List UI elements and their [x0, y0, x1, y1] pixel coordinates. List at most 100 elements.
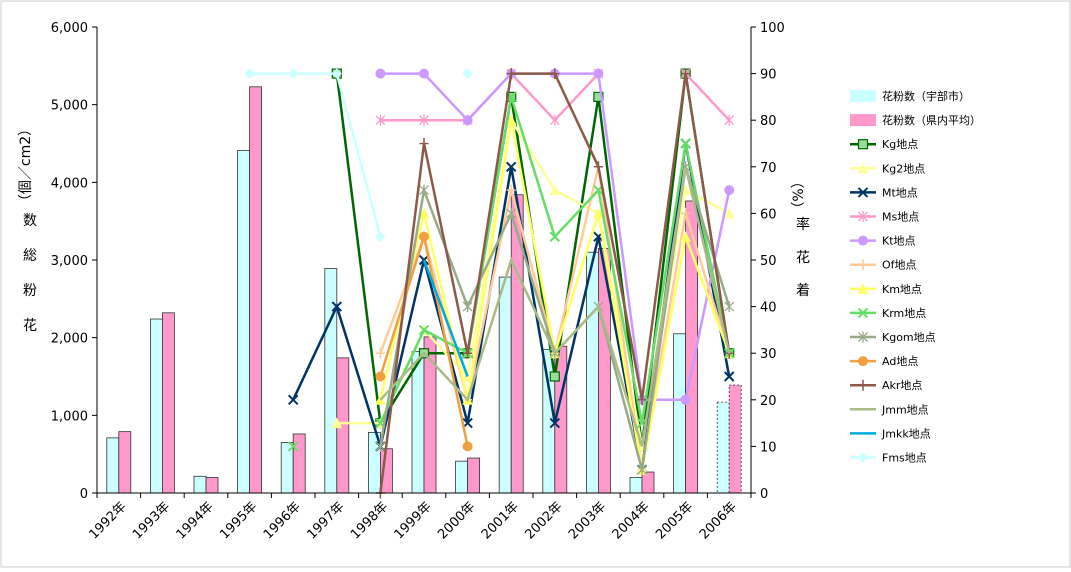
point-7-13: [680, 138, 691, 149]
y-left-title-char-1: 粉: [23, 283, 37, 299]
bar-ube-9: [498, 276, 512, 494]
point-7-10: [549, 231, 561, 242]
y-left-tick-label-1: 1,000: [51, 409, 88, 424]
legend-label-line-1: Kg2地点: [882, 162, 925, 175]
point-8-6: [375, 440, 386, 452]
legend-marker-6: [857, 283, 869, 294]
point-3-14: [724, 114, 735, 126]
bar-pref-avg-3: [249, 86, 263, 494]
point-3-7: [419, 114, 429, 126]
y-right-title-unit: （%）: [791, 174, 807, 215]
point-13-8: [462, 68, 473, 79]
bar-ube-12: [629, 477, 643, 494]
y-right-tick-label-1: 10: [760, 440, 777, 455]
point-1-5: [331, 417, 343, 429]
y-right-tick-label-8: 80: [760, 114, 777, 129]
legend-label-line-12: Jmkk地点: [881, 427, 931, 440]
legend-label-line-6: Km地点: [882, 283, 922, 296]
legend-marker-1: [857, 162, 869, 174]
point-4-13: [680, 394, 691, 405]
y-left-tick-label-6: 6,000: [51, 21, 88, 36]
point-8-12: [637, 464, 647, 476]
legend-marker-5: [858, 259, 868, 271]
point-9-6: [375, 371, 386, 382]
legend-marker-4: [858, 235, 868, 246]
legend-label-line-13: Fms地点: [882, 452, 927, 465]
legend-swatch-bar-0: [850, 90, 876, 102]
point-7-4: [287, 441, 299, 452]
legend-label-line-10: Akr地点: [882, 379, 922, 392]
point-13-4: [287, 68, 299, 79]
point-4-14: [724, 185, 735, 196]
point-4-6: [375, 68, 386, 79]
point-4-11: [593, 68, 604, 79]
line-series-13: [244, 68, 473, 242]
line-series-11: [379, 166, 731, 447]
y-left-tick-label-4: 4,000: [51, 176, 88, 191]
point-6-9: [505, 114, 517, 126]
y-right-title-char-0: 着: [796, 283, 810, 299]
bar-ube-11: [586, 251, 599, 494]
bar-ube-8: [455, 460, 469, 494]
point-10-13: [681, 68, 691, 80]
point-5-9: [506, 184, 516, 196]
legend-label-bar-0: 花粉数（宇部市）: [882, 89, 970, 103]
legend-marker-8: [858, 331, 868, 343]
point-10-10: [550, 68, 560, 80]
bar-ube-5: [324, 268, 338, 494]
bar-ube-4: [280, 442, 294, 494]
point-8-8: [462, 301, 473, 313]
line-path-3-1: [684, 72, 731, 122]
point-13-3: [244, 68, 255, 79]
point-3-10: [549, 114, 560, 126]
point-5-6: [375, 347, 385, 359]
bar-ube-0: [106, 437, 120, 494]
y-left-tick-label-2: 2,000: [51, 332, 88, 347]
point-2-5: [331, 301, 343, 312]
legend-label-line-2: Mt地点: [882, 186, 918, 199]
point-10-12: [637, 394, 647, 406]
point-5-13: [681, 207, 691, 219]
point-8-9: [506, 207, 517, 219]
point-3-6: [375, 114, 386, 126]
point-10-7: [419, 138, 429, 149]
legend-marker-13: [857, 452, 869, 463]
legend-marker-2: [857, 187, 869, 198]
y-left-tick-label-3: 3,000: [51, 254, 88, 269]
y-left-title-char-2: 総: [23, 248, 37, 264]
point-0-11: [593, 91, 604, 103]
bar-pref-avg-2: [205, 477, 219, 494]
legend-swatch-bar-1: [850, 114, 876, 127]
legend-label-line-5: Of地点: [882, 259, 917, 272]
point-1-10: [549, 184, 561, 196]
bar-pref-avg-4: [292, 433, 306, 494]
y-right-tick-label-0: 0: [760, 487, 768, 502]
line-series-12: [422, 259, 469, 377]
bar-ube-14: [716, 401, 730, 494]
y-right-title-char-1: 花: [796, 250, 810, 266]
legend-marker-0: [857, 139, 869, 150]
y-right-tick-label-6: 60: [760, 207, 777, 222]
point-2-4: [287, 394, 299, 406]
point-2-10: [549, 417, 561, 429]
point-6-11: [593, 207, 604, 219]
y-right-tick-label-3: 30: [760, 347, 777, 362]
point-7-7: [418, 324, 430, 336]
line-path-13-0: [249, 72, 382, 238]
y-left-tick-label-5: 5,000: [51, 99, 88, 114]
legend-label-line-11: Jmm地点: [881, 403, 929, 416]
point-9-8: [462, 441, 473, 452]
bar-pref-avg-8: [467, 457, 481, 494]
point-10-8: [463, 347, 473, 359]
line-series-9: [375, 231, 473, 452]
y-left-title-char-0: 花: [23, 318, 37, 334]
y-right-title-char-2: 率: [796, 216, 810, 233]
legend-marker-10: [858, 379, 868, 391]
point-2-9: [505, 161, 517, 173]
line-series-10: [375, 68, 734, 499]
legend-label-line-3: Ms地点: [882, 211, 919, 224]
bar-pref-avg-0: [118, 431, 132, 494]
y-right-tick-label-2: 20: [760, 394, 777, 409]
